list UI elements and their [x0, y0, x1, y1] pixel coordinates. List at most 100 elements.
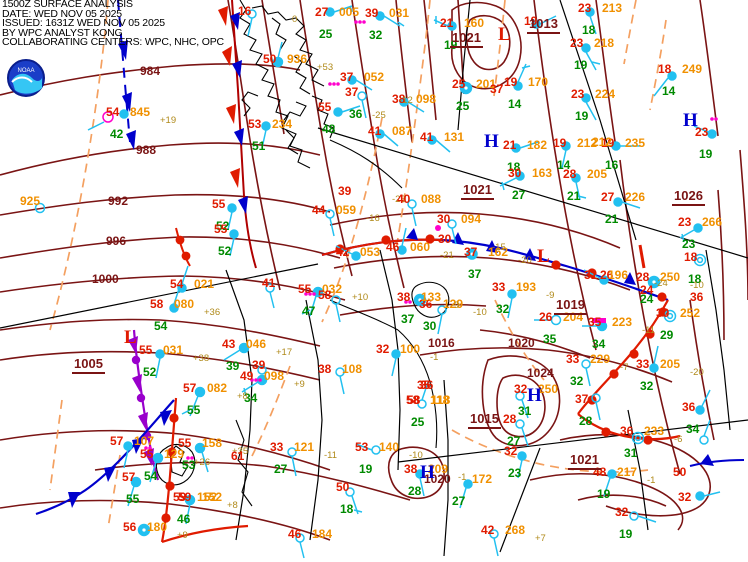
station-temperature: 32: [376, 342, 390, 356]
station-pressure: 098: [264, 369, 285, 383]
station-temperature: 16: [238, 4, 252, 18]
station-pressure-tendency: -11: [324, 450, 338, 461]
station-temperature: 59: [178, 490, 192, 504]
station-temperature: 49: [240, 369, 254, 383]
station-pressure: 152: [197, 490, 218, 504]
station-pressure: 158: [202, 436, 223, 450]
cold-front-northeast-corner: [689, 454, 745, 467]
station-temperature: 37: [345, 85, 359, 99]
station-pressure-tendency: -1: [430, 352, 439, 363]
isobar-label-1000: 1000: [92, 272, 119, 286]
station-dewpoint: 27: [512, 188, 526, 202]
isobar-label-984: 984: [140, 64, 161, 78]
high-center-1: H: [484, 131, 499, 152]
station-pressure: 100: [400, 342, 421, 356]
station-temperature: 54: [106, 105, 120, 119]
station-dewpoint: 19: [619, 527, 633, 541]
station-temperature: 32: [615, 505, 629, 519]
station-temperature: 46: [288, 527, 302, 541]
station-pressure: 235: [625, 136, 646, 150]
station-temperature: 28: [563, 167, 577, 181]
station-pressure: 082: [207, 381, 228, 395]
station-temperature: 28: [636, 270, 650, 284]
station-dewpoint: 25: [411, 415, 425, 429]
station-pressure: 172: [472, 472, 493, 486]
station-dewpoint: 14: [662, 84, 676, 98]
station-pressure: 234: [272, 117, 293, 131]
station-dewpoint: 19: [359, 462, 373, 476]
station-dewpoint: 18: [582, 23, 596, 37]
station-dewpoint: 31: [518, 404, 532, 418]
station-dewpoint: 21: [605, 212, 619, 226]
station-temperature: 26: [600, 268, 614, 282]
station-temperature: 23: [695, 125, 709, 139]
station-dewpoint: 31: [624, 446, 638, 460]
station-temperature: 44: [312, 203, 326, 217]
station-dewpoint: 23: [508, 466, 522, 480]
station-pressure: 133: [421, 290, 442, 304]
station-pressure: 021: [194, 277, 215, 291]
station-pressure: 032: [322, 282, 343, 296]
station-temperature: 61: [231, 449, 245, 463]
station-temperature: 46: [386, 240, 400, 254]
station-dewpoint: 18: [340, 502, 354, 516]
station-temperature: 42: [336, 245, 350, 259]
station-pressure: 118: [430, 393, 450, 407]
station-pressure: 163: [532, 166, 553, 180]
station-pressure-tendency: -21: [440, 250, 454, 261]
station-temperature: 28: [503, 412, 517, 426]
station-temperature: 23: [570, 36, 584, 50]
station-temperature: 58: [406, 393, 420, 407]
station-temperature: 36: [420, 378, 434, 392]
isobar-label-1020b: 1020: [424, 472, 451, 486]
station-temperature: 38: [392, 92, 406, 106]
station-dewpoint: 37: [401, 312, 415, 326]
analysis-header: 1500Z SURFACE ANALYSIS DATE: WED NOV 05 …: [2, 0, 224, 49]
station-pressure: 268: [505, 523, 526, 537]
station-pressure-tendency: -9: [451, 300, 460, 311]
station-temperature: 30: [438, 232, 452, 246]
station-pressure: 053: [360, 245, 381, 259]
station-pressure-tendency: +26: [194, 457, 211, 468]
station-pressure-tendency: -20: [518, 255, 532, 266]
station-temperature: 36: [690, 290, 704, 304]
station-pressure: 129: [443, 297, 464, 311]
station-pressure: 249: [682, 62, 703, 76]
isobar-label-992: 992: [108, 194, 129, 208]
station-temperature: 32: [504, 444, 518, 458]
station-pressure: 005: [339, 5, 360, 19]
low-center-2: L: [124, 327, 137, 348]
station-dewpoint: 18: [507, 160, 521, 174]
station-pressure: 223: [612, 315, 633, 329]
station-pressure-tendency: -25: [372, 110, 386, 121]
station-temperature: 38: [397, 290, 411, 304]
station-temperature: 50: [336, 480, 350, 494]
isobar-label-1005: 1005: [72, 356, 105, 374]
station-temperature: 32: [678, 490, 692, 504]
isobar-label-1024: 1024: [527, 366, 554, 380]
station-temperature: 39: [365, 6, 379, 20]
station-temperature: 53: [248, 117, 262, 131]
station-pressure-tendency: -11: [642, 325, 656, 336]
station-pressure: 080: [174, 297, 195, 311]
station-temperature: 23: [678, 215, 692, 229]
station-temperature: 55: [139, 343, 153, 357]
station-pressure: 182: [527, 138, 548, 152]
station-dewpoint: 23: [682, 237, 696, 251]
station-dewpoint: 32: [496, 302, 510, 316]
station-pressure: 052: [364, 70, 385, 84]
station-dewpoint: 32: [640, 379, 654, 393]
station-dewpoint: 28: [579, 414, 593, 428]
isobar-label-1020: 1020: [508, 336, 535, 350]
low-center-1: L: [498, 24, 511, 45]
station-temperature: 55: [298, 282, 312, 296]
station-temperature: 55: [214, 222, 228, 236]
station-temperature: 26: [539, 310, 553, 324]
station-pressure: 205: [660, 357, 681, 371]
high-center-2: H: [683, 110, 698, 131]
station-pressure: 213: [602, 1, 623, 15]
station-dewpoint: 21: [567, 189, 581, 203]
station-temperature: 33: [566, 352, 580, 366]
station-temperature: 39: [252, 358, 266, 372]
